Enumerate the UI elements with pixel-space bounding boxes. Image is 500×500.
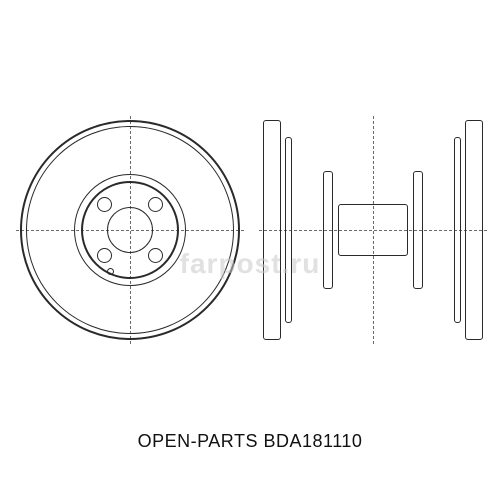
- diagram-area: [0, 30, 500, 430]
- friction-face-left: [263, 120, 281, 340]
- disc-center-bore: [107, 207, 153, 253]
- bolt-hole: [148, 197, 163, 212]
- product-figure: farpost.ru OPEN-PARTS BDA181110: [0, 0, 500, 500]
- bolt-hole: [97, 248, 112, 263]
- web-right: [454, 137, 461, 323]
- hat-left: [323, 171, 333, 289]
- hat-right: [413, 171, 423, 289]
- part-number: BDA181110: [263, 431, 362, 451]
- brake-disc-side-view: [258, 115, 488, 345]
- brake-disc-front-view: [15, 115, 245, 345]
- friction-face-right: [465, 120, 483, 340]
- web-left: [285, 137, 292, 323]
- bolt-hole: [148, 248, 163, 263]
- side-profile: [263, 120, 483, 340]
- bolt-hole: [97, 197, 112, 212]
- brand-label: OPEN-PARTS: [138, 431, 258, 451]
- product-caption: OPEN-PARTS BDA181110: [0, 431, 500, 452]
- hat-center: [338, 204, 408, 256]
